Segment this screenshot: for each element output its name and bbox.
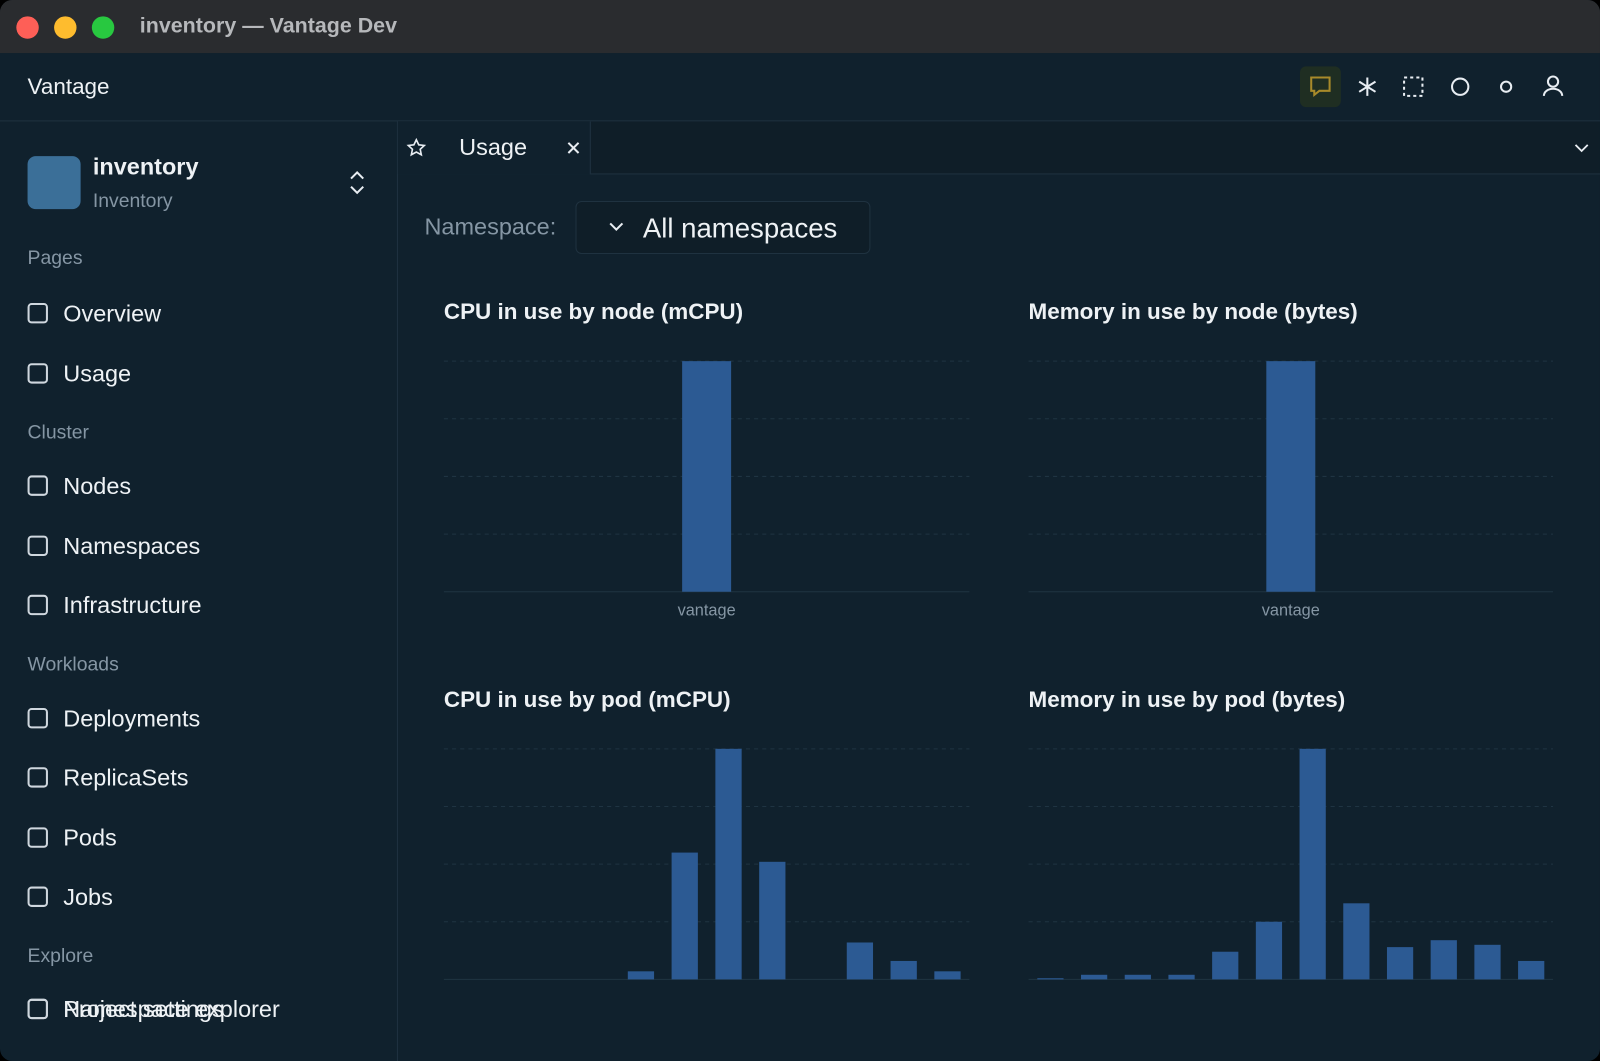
bar (1255, 921, 1283, 980)
ai-button[interactable] (1358, 77, 1377, 96)
tab-bar (397, 121, 1600, 175)
nav-item[interactable]: Namespace explorer (63, 995, 280, 1023)
bar (1430, 940, 1457, 980)
project-name[interactable]: inventory (92, 153, 199, 180)
nav-item[interactable]: Nodes (63, 472, 132, 499)
bar (934, 971, 961, 980)
nav-icon (27, 886, 48, 907)
bar (671, 852, 698, 980)
section-label: Explore (27, 945, 94, 968)
bar (1168, 974, 1195, 980)
nav-item[interactable]: ReplicaSets (63, 764, 189, 791)
section-label: Workloads (27, 653, 119, 676)
nav-icon (27, 302, 48, 324)
tab-menu[interactable] (1573, 140, 1589, 156)
namespace-select[interactable]: All namespaces (575, 200, 871, 255)
bar (1474, 944, 1501, 980)
nav-item[interactable]: Infrastructure (63, 591, 202, 619)
nav-icon (27, 767, 48, 788)
tab-close[interactable] (565, 140, 581, 156)
bar (759, 861, 786, 980)
bar (1343, 903, 1370, 980)
bar (846, 942, 874, 980)
app-header (0, 53, 1600, 122)
select-value: All namespaces (642, 213, 838, 244)
nav-item[interactable]: Jobs (63, 883, 113, 911)
title-bar: inventory — Vantage Dev (0, 0, 1600, 54)
nav-icon (27, 363, 48, 384)
bar (1212, 951, 1239, 980)
window-title: inventory — Vantage Dev (139, 14, 398, 38)
nav-item[interactable]: Overview (63, 299, 162, 327)
nav-icon (27, 475, 48, 496)
nav-item[interactable]: Deployments (63, 704, 201, 732)
filter-label: Namespace: (424, 213, 557, 240)
chart-title: CPU in use by pod (mCPU) (444, 687, 731, 712)
chart-title: CPU in use by node (mCPU) (444, 299, 743, 324)
nav-icon (27, 535, 48, 557)
bar (1081, 974, 1108, 980)
bar (715, 748, 742, 980)
bar (1299, 748, 1326, 980)
nav-item[interactable]: Namespaces (63, 532, 201, 560)
bar (682, 361, 732, 592)
project-icon (27, 156, 81, 210)
select-chevron (609, 222, 624, 231)
zoom-button[interactable] (91, 16, 115, 39)
minimize-button[interactable] (54, 16, 77, 39)
bar (1266, 361, 1316, 592)
nav-icon (27, 998, 48, 1020)
section-label: Cluster (27, 422, 89, 444)
nav-item[interactable]: Pods (63, 824, 117, 851)
x-tick-label: vantage (1262, 601, 1320, 619)
favorite-button[interactable] (406, 137, 427, 158)
theme-button[interactable] (1499, 80, 1513, 93)
bar (890, 960, 917, 980)
tab-label: Usage (459, 133, 528, 161)
bar (1386, 947, 1414, 980)
section-label: Pages (27, 247, 83, 270)
nav-item[interactable]: Project settings (63, 995, 224, 1023)
project-subtitle: Inventory (92, 190, 173, 213)
bar (1037, 978, 1064, 980)
x-tick-label: vantage (678, 601, 736, 619)
chart-title: Memory in use by pod (bytes) (1029, 687, 1346, 712)
nav-icon (27, 827, 48, 848)
nav-icon (27, 708, 48, 729)
header-actions (1299, 66, 1564, 108)
sidebar (0, 121, 398, 1061)
chart-title: Memory in use by node (bytes) (1029, 299, 1358, 324)
nav-icon (27, 594, 48, 616)
nav-item[interactable]: Usage (63, 360, 132, 387)
bar (1124, 974, 1151, 980)
chat-icon (1310, 76, 1331, 98)
bar (627, 971, 655, 980)
settings-button[interactable] (1451, 77, 1470, 96)
account-icon (1542, 87, 1564, 97)
app-name: Vantage (27, 73, 110, 99)
project-switcher[interactable] (347, 169, 367, 196)
close-button[interactable] (16, 16, 39, 39)
bar (1518, 960, 1545, 980)
account-button[interactable] (1546, 75, 1560, 88)
tab[interactable]: Usage (397, 121, 591, 175)
